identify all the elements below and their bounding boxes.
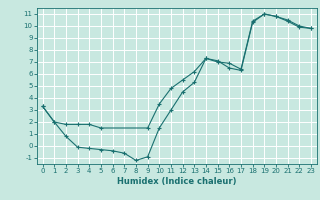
X-axis label: Humidex (Indice chaleur): Humidex (Indice chaleur) [117, 177, 236, 186]
